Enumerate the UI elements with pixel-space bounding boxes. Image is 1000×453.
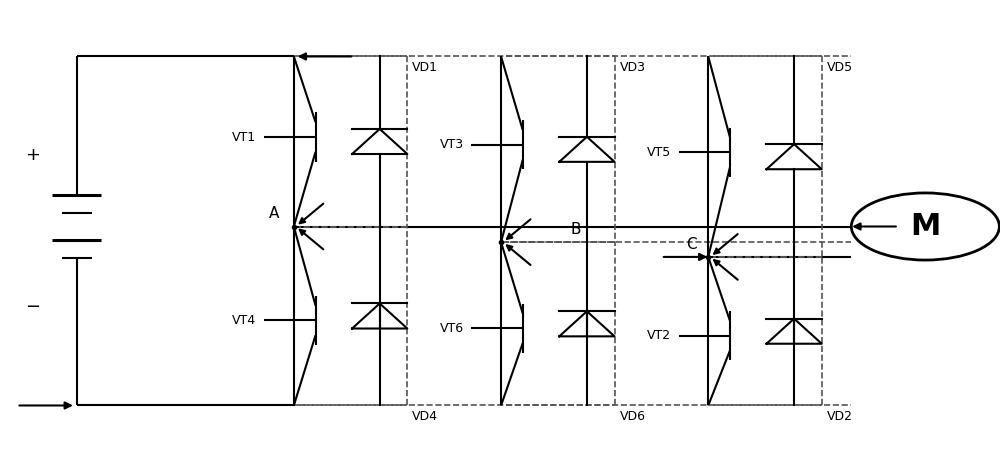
Text: VT6: VT6 xyxy=(439,322,464,335)
Text: +: + xyxy=(25,146,40,164)
Text: VD3: VD3 xyxy=(619,61,645,74)
Text: VT4: VT4 xyxy=(232,314,256,327)
Text: VD2: VD2 xyxy=(827,410,853,423)
Text: C: C xyxy=(686,236,696,251)
Text: VT3: VT3 xyxy=(439,138,464,151)
Text: VT5: VT5 xyxy=(647,146,671,159)
Text: VD5: VD5 xyxy=(827,61,853,74)
Text: −: − xyxy=(25,298,40,316)
Text: M: M xyxy=(910,212,941,241)
Text: VD6: VD6 xyxy=(619,410,645,423)
Text: VT2: VT2 xyxy=(647,329,671,342)
Text: VD1: VD1 xyxy=(412,61,438,74)
Text: VD4: VD4 xyxy=(412,410,438,423)
Text: VT1: VT1 xyxy=(232,130,256,144)
Text: B: B xyxy=(570,222,581,237)
Text: A: A xyxy=(269,206,279,221)
